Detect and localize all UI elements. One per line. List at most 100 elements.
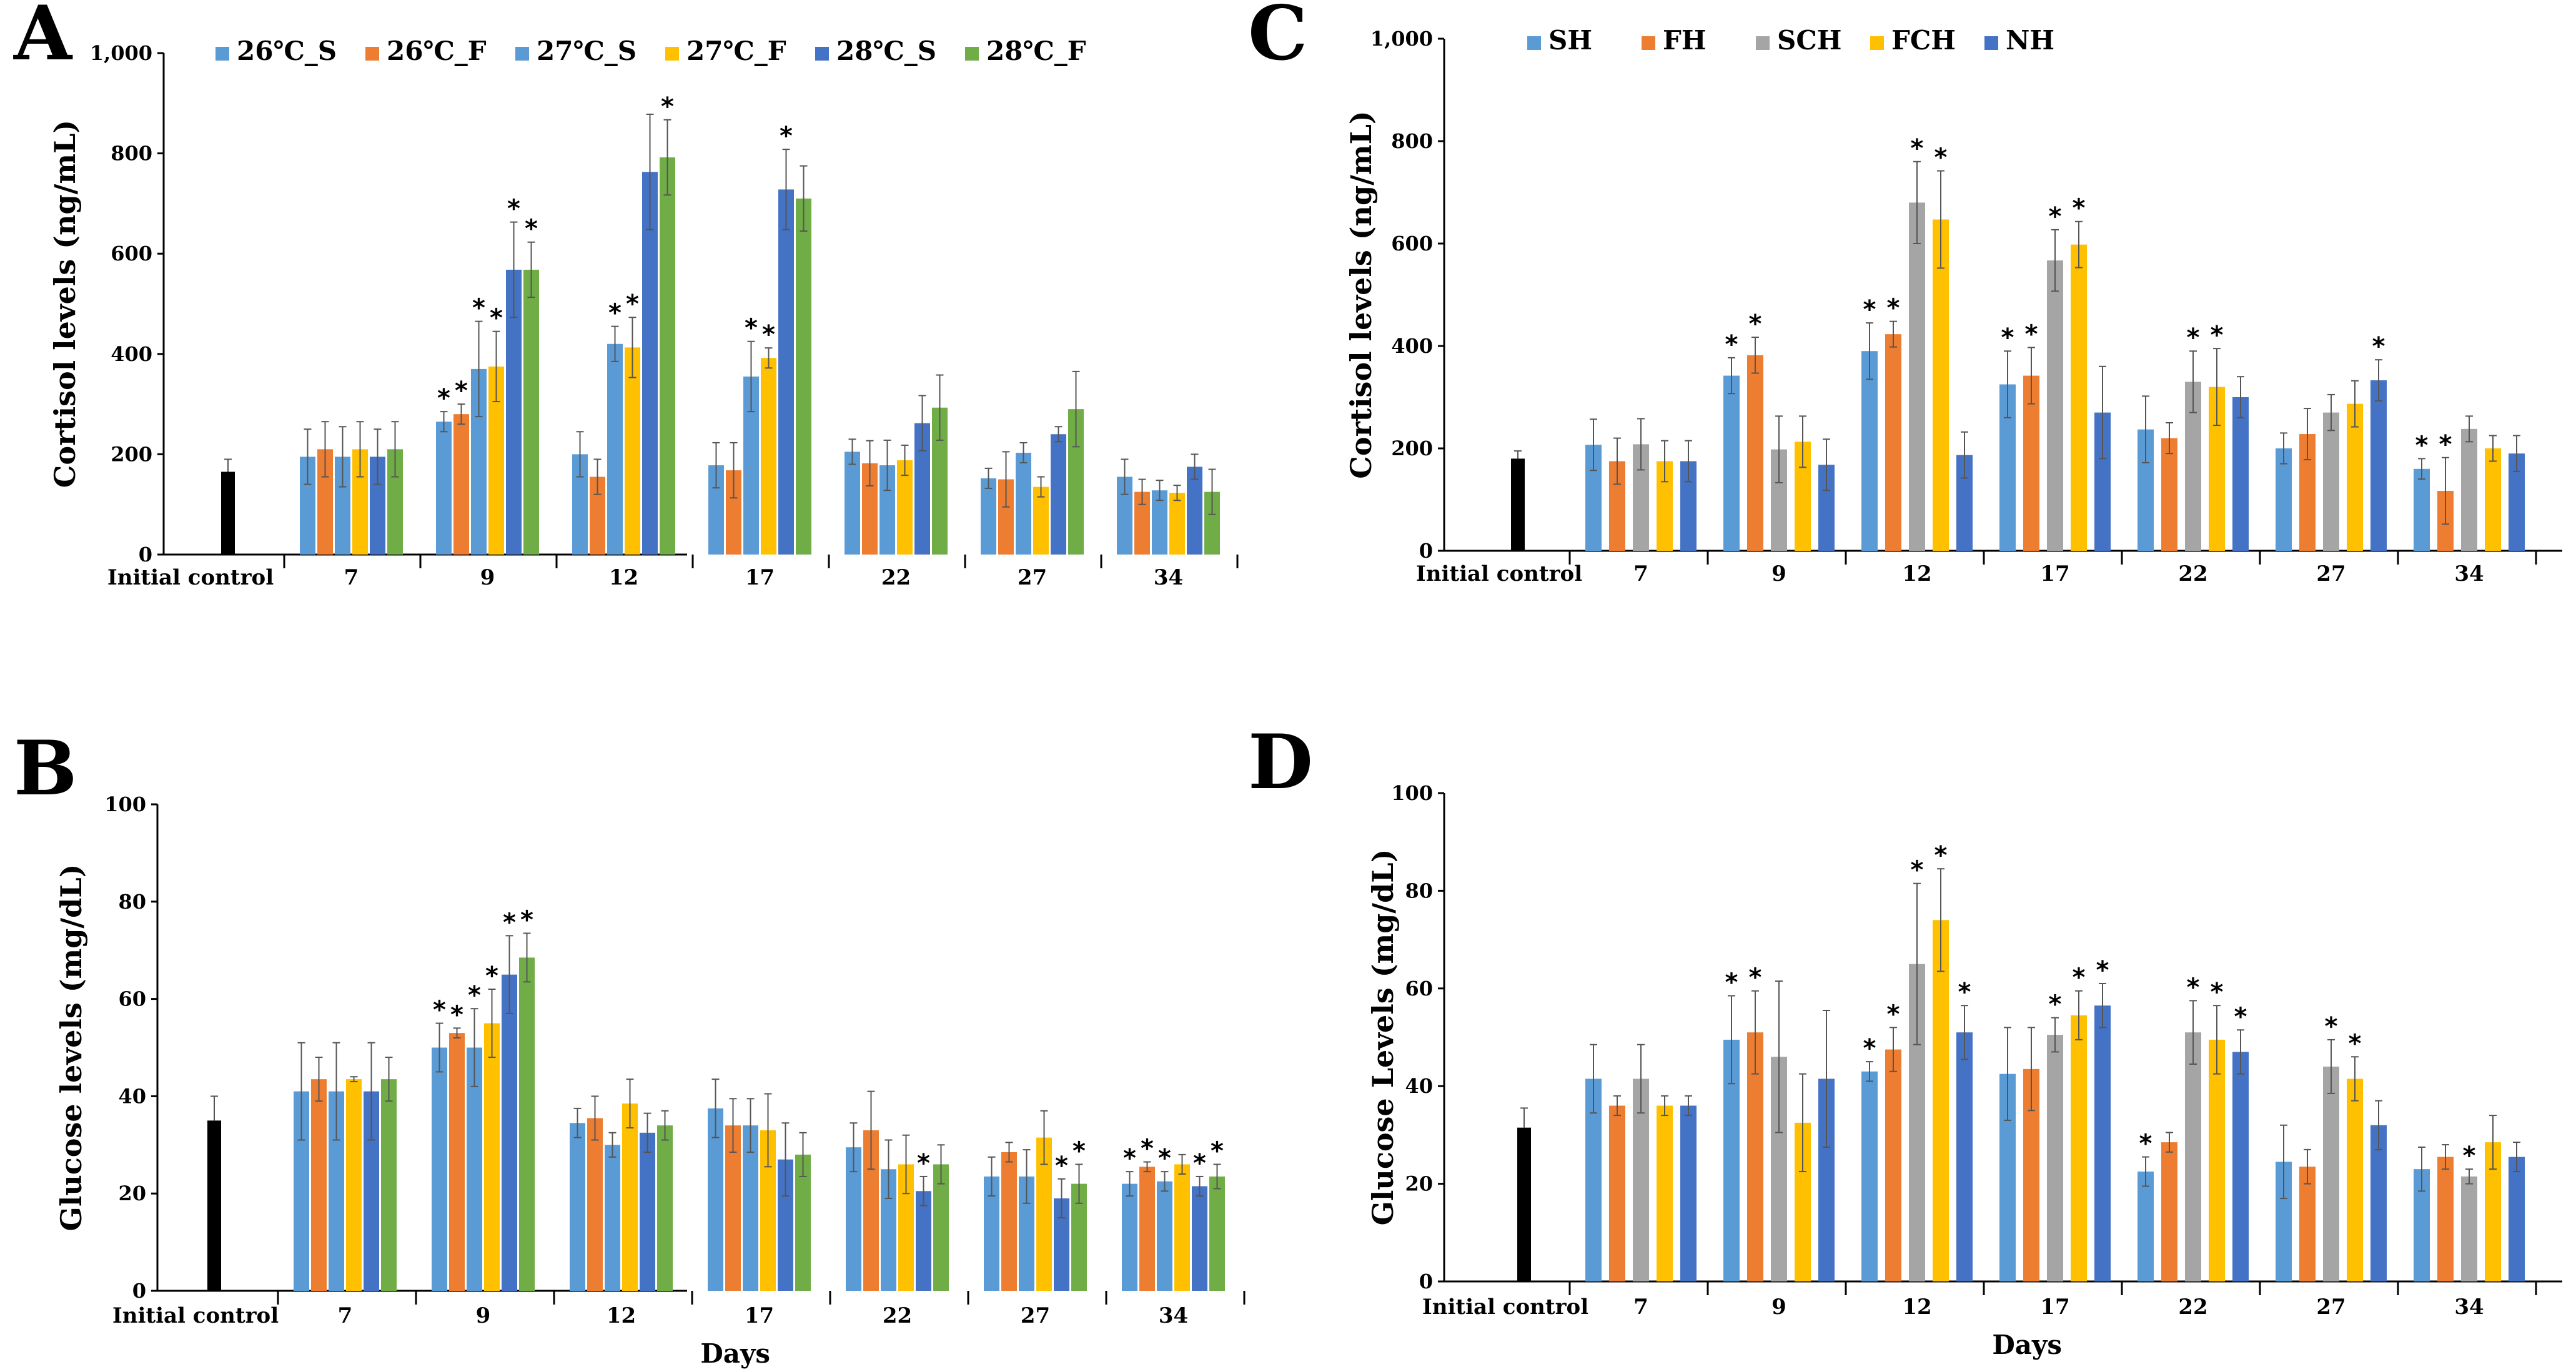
category-label-9: 9 xyxy=(480,565,495,590)
bar-c-17-4 xyxy=(2071,244,2087,551)
y-tick-label: 20 xyxy=(1405,1172,1433,1196)
legend-label: FCH xyxy=(1891,25,1956,56)
bar-b-7-4 xyxy=(346,1079,362,1291)
significance-star: * xyxy=(2372,332,2385,361)
legend-label: NH xyxy=(2006,25,2054,56)
significance-star: * xyxy=(450,1000,463,1029)
bar-c-34-3 xyxy=(2461,428,2477,551)
significance-star: * xyxy=(2211,978,2224,1007)
bar-b-9-3 xyxy=(467,1047,482,1291)
category-label-27: 27 xyxy=(2316,561,2346,586)
bar-b-9-6 xyxy=(519,957,535,1291)
bar-b-22-6 xyxy=(933,1164,949,1291)
legend-label: 27℃_S xyxy=(537,36,637,66)
panel-d: D 0 20 40 60 80 100 Glucose Levels (mg/dL) Days I… xyxy=(1248,718,2562,1360)
bar-c-22-5 xyxy=(2232,397,2249,551)
bar-c-27-1 xyxy=(2276,448,2292,551)
legend-swatch xyxy=(665,47,679,61)
category-label-9: 9 xyxy=(1771,561,1786,586)
significance-star: * xyxy=(455,377,468,405)
bar-c-17-3 xyxy=(2047,260,2063,551)
category-label-22: 22 xyxy=(2178,561,2207,586)
significance-star: * xyxy=(1887,1000,1900,1029)
significance-star: * xyxy=(468,981,481,1010)
bar-d-34-2 xyxy=(2437,1157,2454,1281)
bar-d-17-4 xyxy=(2071,1015,2087,1281)
legend-label: 28℃_S xyxy=(836,36,936,66)
bar-d-12-5 xyxy=(1956,1032,1973,1281)
significance-star: * xyxy=(1141,1135,1154,1163)
bar-b-12-2 xyxy=(587,1118,603,1291)
bar-initial-control xyxy=(1517,1127,1531,1281)
bar-a-27-3 xyxy=(1016,452,1031,555)
bar-initial-control xyxy=(207,1120,221,1291)
significance-star: * xyxy=(1749,964,1762,992)
significance-star: * xyxy=(1749,310,1762,338)
legend-label: FH xyxy=(1663,25,1707,56)
legend-swatch xyxy=(1527,36,1541,50)
category-label-9: 9 xyxy=(1771,1295,1786,1320)
significance-star: * xyxy=(1934,841,1948,870)
significance-star: * xyxy=(1193,1149,1206,1178)
significance-star: * xyxy=(2001,323,2014,352)
bar-c-22-2 xyxy=(2161,438,2177,551)
bar-c-12-3 xyxy=(1909,202,1925,551)
significance-star: * xyxy=(437,384,450,413)
y-axis-label: Glucose levels (mg/dL) xyxy=(54,864,88,1231)
bar-b-9-4 xyxy=(484,1023,500,1291)
panel-label-b: B xyxy=(14,724,77,812)
bar-b-27-2 xyxy=(1001,1152,1017,1291)
bar-a-34-5 xyxy=(1187,466,1202,555)
category-label-34: 34 xyxy=(2454,1295,2484,1320)
bar-d-12-4 xyxy=(1933,920,1949,1281)
category-label-27: 27 xyxy=(2316,1295,2346,1320)
bar-d-22-3 xyxy=(2185,1032,2201,1281)
significance-star: * xyxy=(1211,1137,1224,1165)
significance-star: * xyxy=(608,299,622,328)
legend-label: 26℃_S xyxy=(237,36,337,66)
significance-star: * xyxy=(2073,964,2086,992)
category-label-initial-control: Initial control xyxy=(1422,1295,1588,1320)
significance-star: * xyxy=(2439,430,2452,459)
significance-star: * xyxy=(762,320,775,349)
bar-a-12-3 xyxy=(607,343,623,555)
bar-c-17-2 xyxy=(2023,375,2039,551)
category-label-12: 12 xyxy=(607,1303,636,1328)
significance-star: * xyxy=(2187,973,2200,1002)
bar-b-17-1 xyxy=(708,1108,723,1291)
bar-c-12-4 xyxy=(1933,219,1949,551)
bar-a-17-6 xyxy=(796,198,811,555)
significance-star: * xyxy=(2349,1029,2362,1058)
bar-d-7-2 xyxy=(1609,1105,1625,1281)
significance-star: * xyxy=(917,1149,930,1178)
bar-d-27-5 xyxy=(2370,1125,2387,1281)
y-tick-label: 800 xyxy=(111,142,152,165)
category-label-initial-control: Initial control xyxy=(112,1303,279,1328)
y-tick-label: 0 xyxy=(1419,539,1433,563)
bar-b-9-5 xyxy=(502,974,517,1291)
significance-star: * xyxy=(1934,144,1948,172)
panel-label-a: A xyxy=(13,0,73,77)
bar-b-17-6 xyxy=(795,1154,811,1291)
bar-b-17-2 xyxy=(725,1125,741,1291)
bar-d-7-5 xyxy=(1680,1105,1697,1281)
legend-label: 26℃_F xyxy=(387,36,487,66)
category-label-17: 17 xyxy=(745,1303,774,1328)
bar-a-27-4 xyxy=(1033,486,1049,555)
bar-a-22-4 xyxy=(897,460,913,555)
x-axis-label: Days xyxy=(1992,1330,2062,1360)
y-tick-label: 400 xyxy=(111,342,152,366)
panel-c: C 0 200 400 600 800 1,000 Cortisol levels (ng/m… xyxy=(1248,0,2562,586)
y-axis-label: Cortisol levels (ng/mL) xyxy=(1344,111,1378,478)
bar-a-27-1 xyxy=(981,478,996,555)
bar-b-9-2 xyxy=(449,1033,465,1291)
significance-star: * xyxy=(1725,330,1738,359)
category-label-7: 7 xyxy=(344,565,359,590)
bar-a-12-6 xyxy=(660,157,675,555)
panel-a: A 0 200 400 600 800 1,000 Cortisol levels (ng/m… xyxy=(13,0,1239,590)
significance-star: * xyxy=(1887,294,1900,323)
y-tick-label: 100 xyxy=(1391,781,1433,805)
y-tick-label: 800 xyxy=(1391,129,1433,153)
category-label-27: 27 xyxy=(1021,1303,1050,1328)
